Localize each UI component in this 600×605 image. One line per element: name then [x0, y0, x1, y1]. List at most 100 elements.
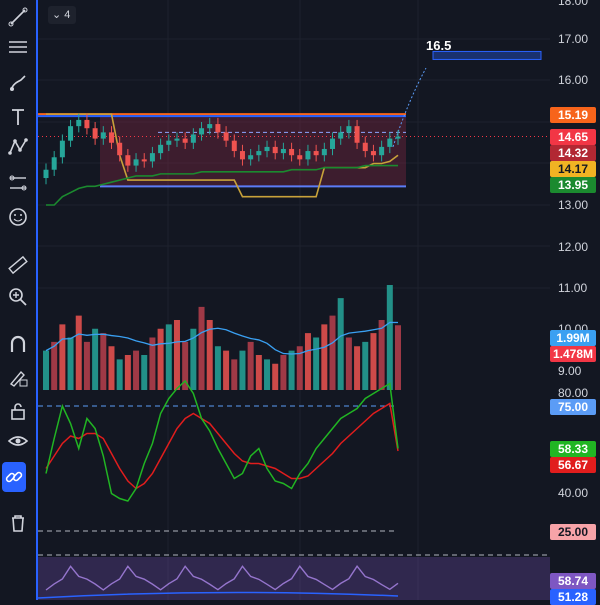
volume-bar — [264, 359, 271, 390]
price-tag: 51.28 — [550, 589, 596, 605]
candle-body — [215, 124, 221, 133]
candle-body — [190, 134, 196, 143]
axis-tick-label: 18.00 — [558, 0, 589, 8]
axis-tick-label: 16.00 — [558, 73, 589, 87]
ruler-icon[interactable] — [0, 250, 36, 280]
bottom-osc-line — [45, 565, 399, 591]
volume-bar — [157, 328, 164, 390]
lock-icon[interactable] — [0, 396, 36, 426]
candle-body — [338, 132, 344, 139]
link-icon[interactable] — [2, 462, 26, 492]
pattern-icon[interactable] — [0, 132, 36, 162]
zoom-in-icon[interactable] — [0, 282, 36, 312]
candle-body — [280, 148, 286, 154]
price-tag: 14.32 — [550, 145, 596, 161]
volume-bar — [214, 346, 221, 390]
volume-bar — [92, 328, 99, 390]
candle-body — [223, 132, 229, 141]
candle-body — [43, 169, 49, 179]
volume-bar — [321, 324, 328, 390]
emoji-icon[interactable] — [0, 202, 36, 232]
bottom-osc-baseline — [38, 591, 399, 599]
volume-bar — [354, 346, 361, 390]
volume-bar — [337, 298, 344, 390]
candle-body — [92, 128, 98, 139]
volume-bar — [239, 350, 246, 390]
candle-body — [387, 138, 393, 147]
volume-bar — [362, 341, 369, 390]
candle-body — [362, 142, 368, 152]
volume-bar — [43, 350, 49, 390]
volume-bar — [304, 333, 311, 390]
volume-bar — [247, 341, 254, 390]
candle-body — [51, 157, 57, 170]
text-icon[interactable] — [0, 102, 36, 132]
price-axis[interactable]: 18.00 17.00 16.00 13.00 12.00 11.00 10.00 9.00 8… — [550, 0, 600, 605]
candle-body — [117, 142, 123, 156]
magnet-icon[interactable] — [0, 330, 36, 360]
price-tag: 13.95 — [550, 177, 596, 193]
price-tag: 1.99M — [550, 330, 596, 346]
volume-bar — [124, 355, 131, 390]
volume-bar — [51, 341, 58, 390]
price-tag: 56.67 — [550, 457, 596, 473]
candle-body — [141, 159, 147, 162]
legend-count: 4 — [64, 9, 71, 21]
candle-body — [264, 146, 270, 152]
chevron-down-icon: ⌄ — [52, 9, 62, 21]
lock-drawings-icon[interactable] — [0, 362, 36, 392]
horizontal-lines-icon[interactable] — [0, 32, 36, 62]
volume-bar — [296, 346, 303, 390]
candle-body — [395, 136, 401, 139]
volume-bar — [329, 315, 336, 390]
trendline-tool-icon[interactable] — [0, 2, 36, 32]
candle-body — [272, 146, 278, 154]
volume-bar — [395, 325, 401, 390]
axis-tick-label: 13.00 — [558, 198, 589, 212]
candle-body — [239, 151, 245, 160]
candle-body — [330, 138, 336, 149]
volume-bar — [141, 355, 148, 390]
forecast-icon[interactable] — [0, 168, 36, 198]
candle-body — [68, 126, 74, 141]
volume-bar — [313, 337, 320, 390]
trash-icon[interactable] — [0, 508, 36, 538]
volume-bar — [198, 306, 205, 390]
volume-bar — [190, 328, 197, 390]
volume-bar — [223, 350, 230, 390]
target-box — [432, 50, 542, 60]
volume-ma-line — [45, 321, 399, 355]
volume-bar — [255, 355, 262, 390]
candle-body — [76, 119, 82, 127]
volume-bar — [370, 333, 377, 390]
candle-body — [158, 144, 164, 154]
candle-body — [354, 126, 360, 143]
axis-tick-label: 12.00 — [558, 240, 589, 254]
brush-icon[interactable] — [0, 68, 36, 98]
candle-body — [149, 153, 155, 162]
candle-body — [100, 132, 106, 139]
volume-bar — [272, 363, 279, 390]
chart-pane[interactable] — [38, 0, 550, 600]
price-tag: 58.33 — [550, 441, 596, 457]
candle-body — [346, 126, 352, 133]
oscillator-main-line — [45, 379, 399, 502]
legend-collapse-button[interactable]: ⌄ 4 — [48, 6, 76, 24]
candle-body — [231, 140, 237, 152]
candle-body — [321, 148, 327, 156]
eye-icon[interactable] — [0, 426, 36, 456]
volume-bar — [173, 320, 180, 390]
candle-body — [207, 124, 213, 129]
volume-bar — [133, 350, 140, 390]
candle-body — [370, 151, 376, 156]
volume-bar — [345, 337, 352, 390]
support-line — [46, 164, 398, 206]
candle-body — [379, 146, 385, 156]
volume-bar — [59, 324, 66, 390]
candle-body — [174, 138, 180, 141]
candle-body — [297, 155, 303, 160]
range-box — [100, 114, 406, 187]
price-tag: 75.00 — [550, 399, 596, 415]
target-price-label: 16.5 — [426, 38, 452, 53]
candle-body — [59, 140, 65, 158]
